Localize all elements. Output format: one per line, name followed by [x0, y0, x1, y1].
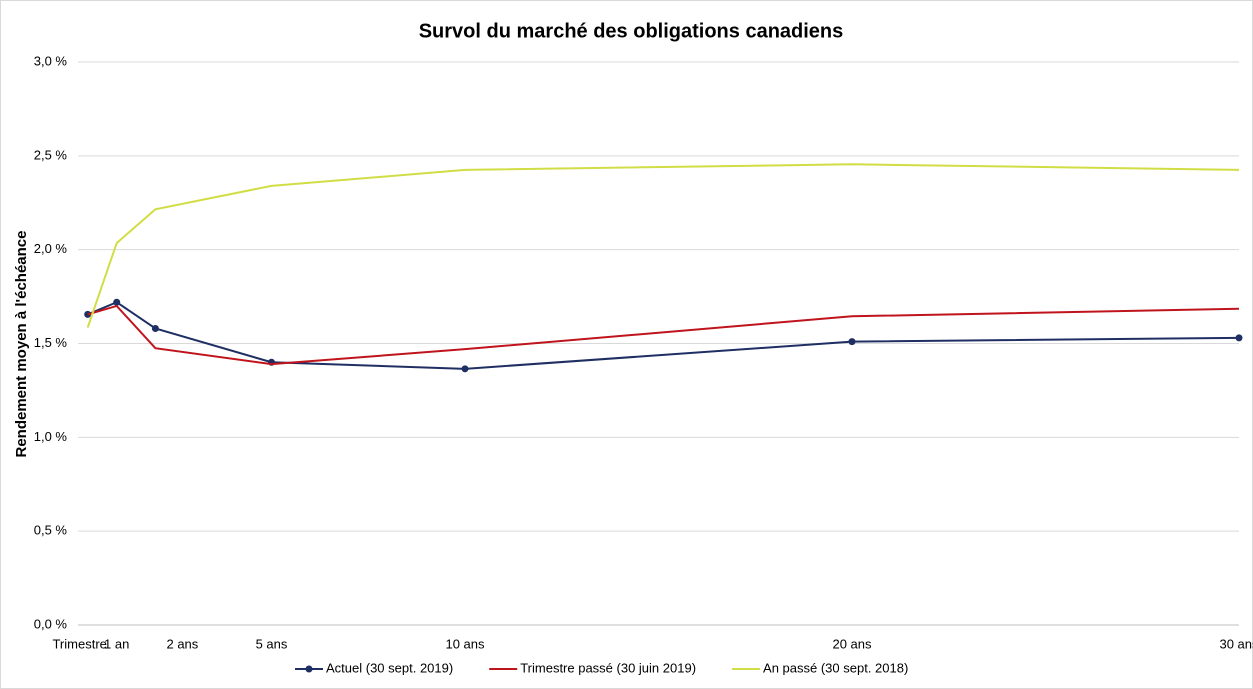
data-point: [848, 338, 856, 346]
x-tick-label: 30 ans: [1219, 636, 1253, 651]
x-tick-label: 5 ans: [256, 636, 288, 651]
legend-label: Actuel (30 sept. 2019): [326, 660, 453, 675]
x-tick-label: Trimestre: [52, 636, 106, 651]
y-tick-label: 2,0 %: [34, 241, 68, 256]
y-tick-label: 0,0 %: [34, 616, 68, 631]
y-tick-label: 0,5 %: [34, 523, 68, 538]
chart-title: Survol du marché des obligations canadie…: [419, 20, 844, 42]
data-point: [461, 365, 469, 373]
y-tick-label: 2,5 %: [34, 147, 68, 162]
series-line: [87, 304, 1240, 366]
x-tick-label: 10 ans: [445, 636, 485, 651]
x-tick-label: 1 an: [104, 636, 129, 651]
y-tick-label: 1,5 %: [34, 335, 68, 350]
data-point: [113, 298, 121, 306]
y-tick-label: 3,0 %: [34, 53, 68, 68]
x-tick-label: 2 ans: [166, 636, 198, 651]
data-point: [1235, 334, 1243, 342]
y-axis-title: Rendement moyen à l'échéance: [13, 231, 30, 458]
legend-label: An passé (30 sept. 2018): [763, 660, 908, 675]
legend-marker: [305, 665, 313, 673]
data-point: [151, 324, 159, 332]
legend-label: Trimestre passé (30 juin 2019): [520, 660, 696, 675]
y-tick-label: 1,0 %: [34, 429, 68, 444]
legend: Actuel (30 sept. 2019) Trimestre passé (3…: [295, 660, 908, 675]
series-line: [86, 163, 1240, 328]
x-tick-label: 20 ans: [832, 636, 872, 651]
